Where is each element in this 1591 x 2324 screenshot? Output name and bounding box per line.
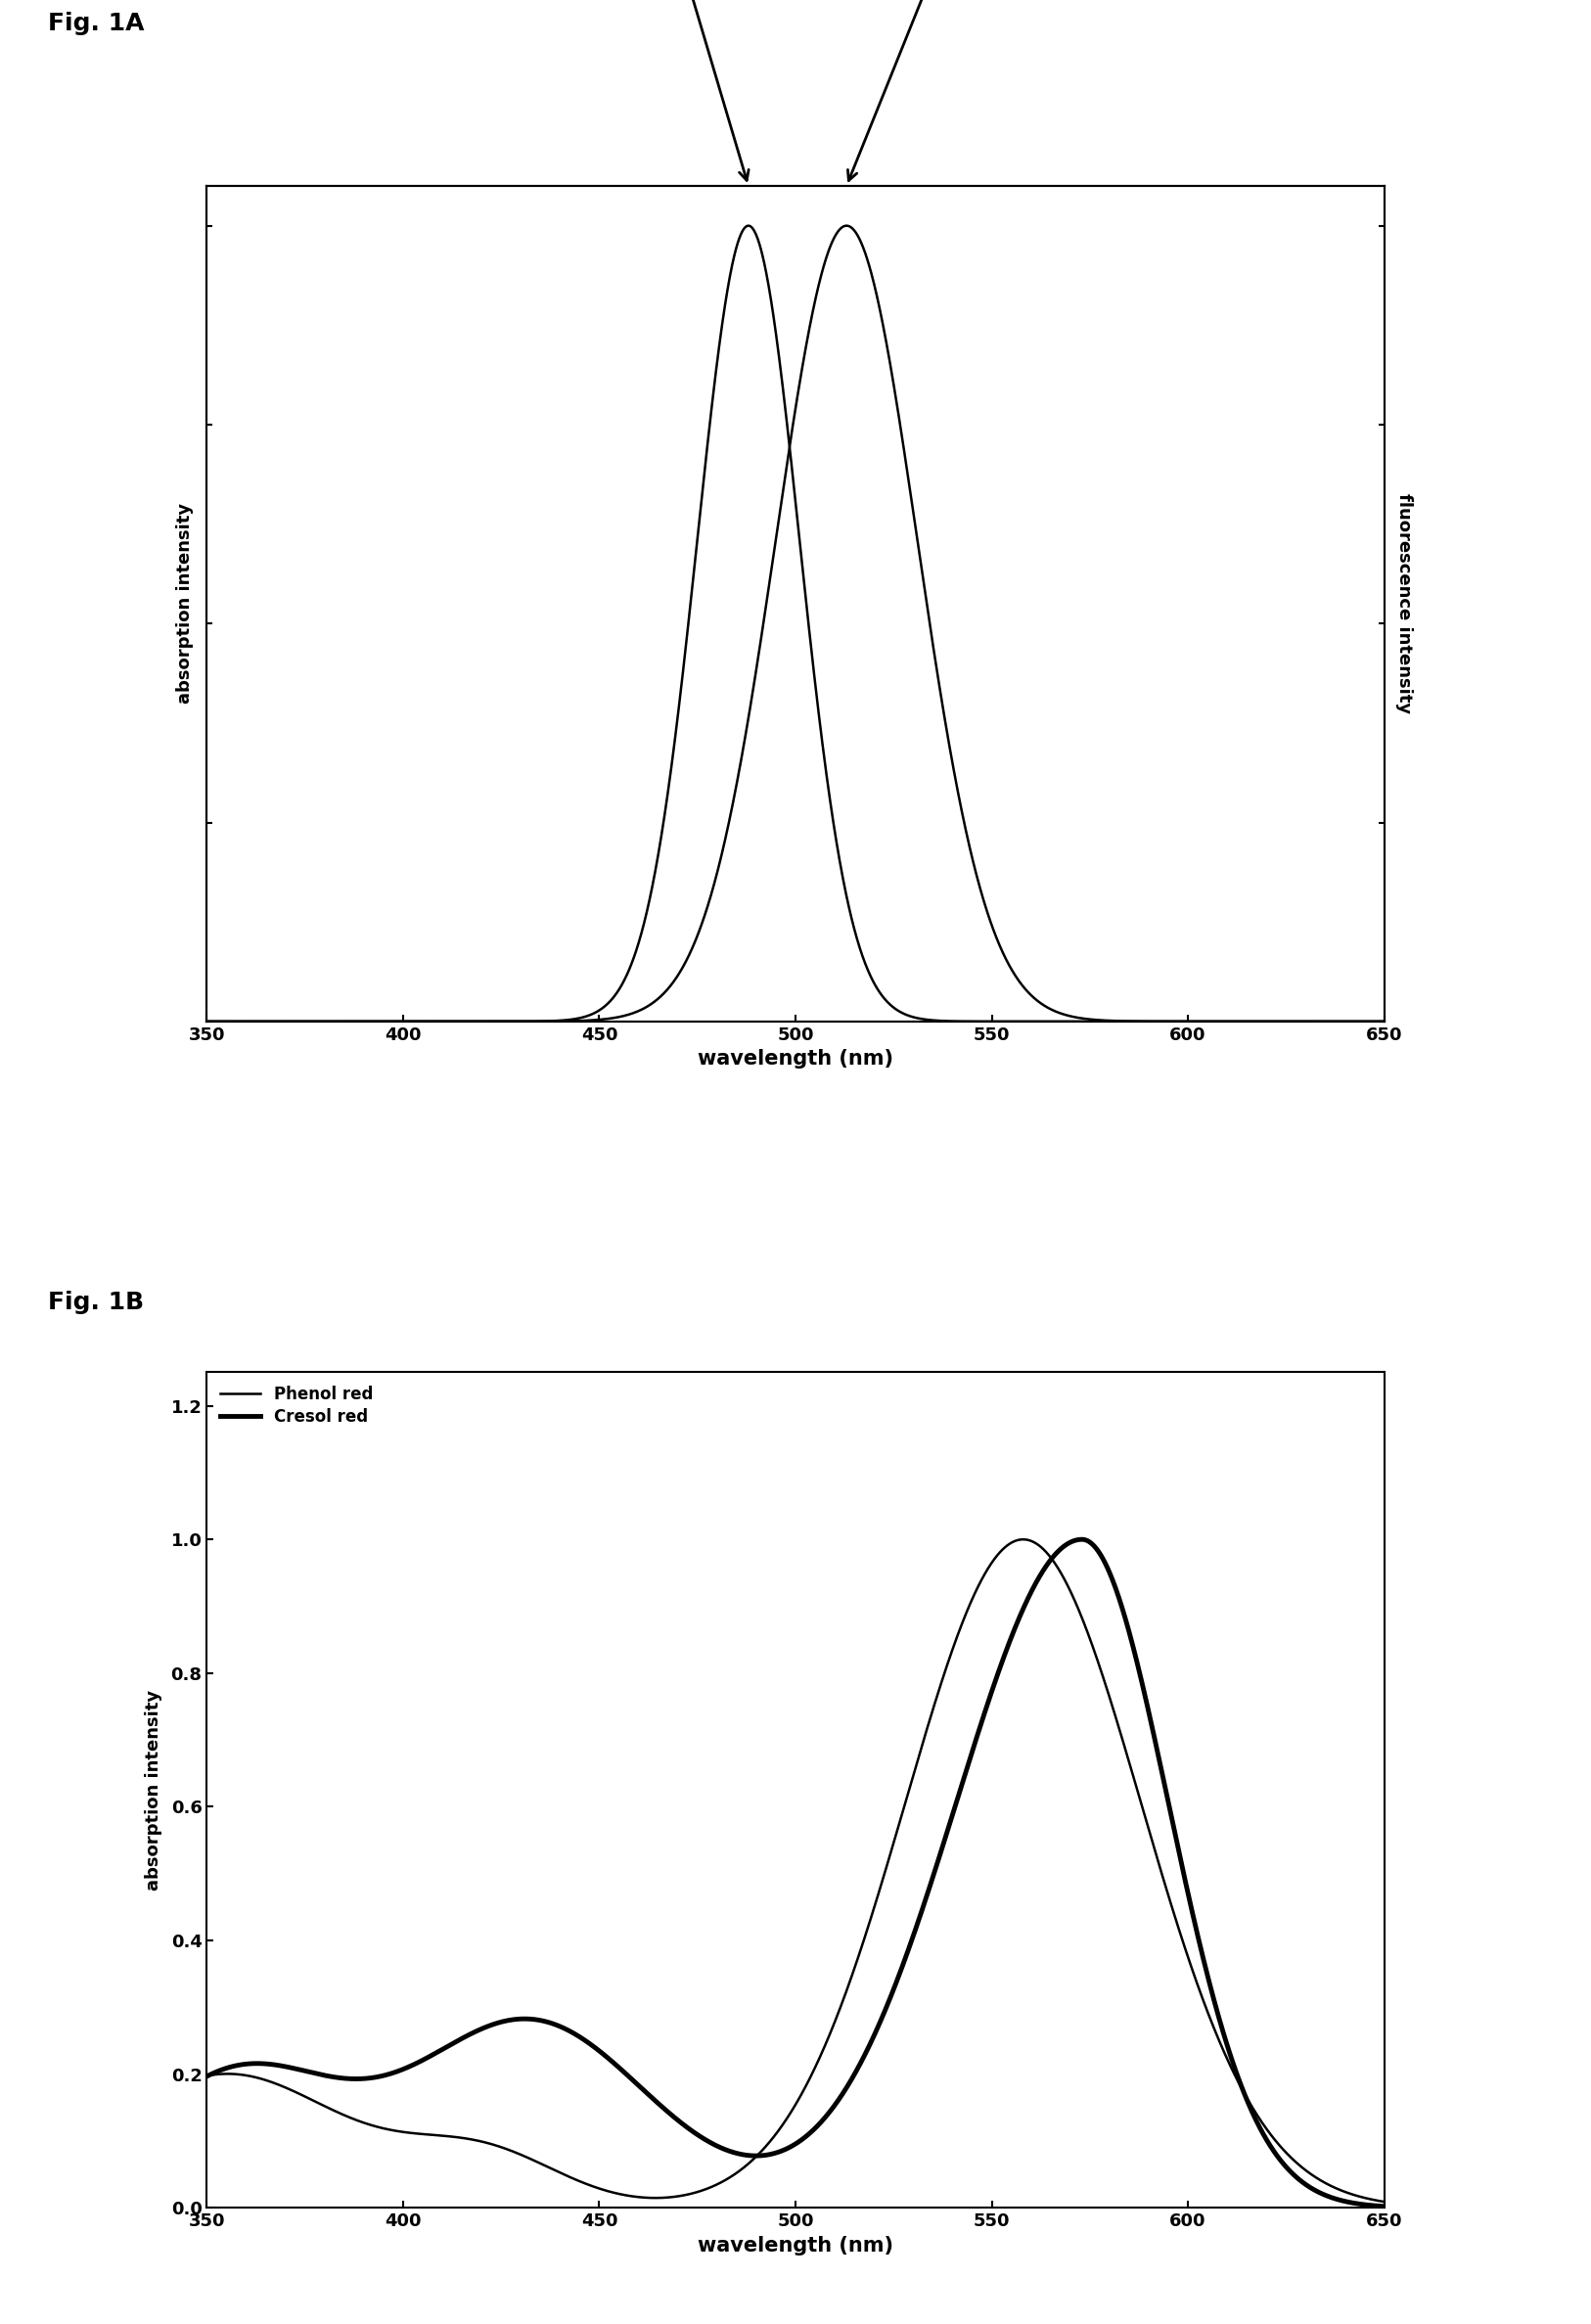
Line: Cresol red: Cresol red <box>207 1538 1384 2205</box>
Y-axis label: absorption intensity: absorption intensity <box>145 1690 162 1889</box>
Y-axis label: absorption intensity: absorption intensity <box>177 504 194 704</box>
Cresol red <box>197 2061 216 2089</box>
Text: Fig. 1B: Fig. 1B <box>48 1290 143 1313</box>
X-axis label: wavelength (nm): wavelength (nm) <box>697 1048 894 1069</box>
Cresol red <box>1375 2192 1394 2219</box>
Legend: Phenol red, Cresol red: Phenol red, Cresol red <box>215 1380 377 1429</box>
Cresol red <box>401 2052 420 2080</box>
Text: Fig. 1A: Fig. 1A <box>48 12 145 35</box>
X-axis label: wavelength (nm): wavelength (nm) <box>697 2236 894 2254</box>
Phenol red <box>1375 2187 1394 2215</box>
Phenol red <box>197 2061 216 2089</box>
Y-axis label: fluorescence intensity: fluorescence intensity <box>1395 493 1413 713</box>
Cresol red <box>1072 1525 1091 1552</box>
Phenol red <box>331 2101 350 2129</box>
Cresol red <box>331 2064 350 2092</box>
Cresol red <box>1225 2054 1244 2082</box>
Cresol red <box>700 2129 719 2157</box>
Phenol red <box>401 2119 420 2147</box>
Line: Phenol red: Phenol red <box>207 1538 1384 2201</box>
Phenol red <box>1013 1525 1033 1552</box>
Phenol red <box>1352 2182 1371 2210</box>
Phenol red <box>649 2185 668 2212</box>
Phenol red <box>700 2173 719 2201</box>
Text: fluorescence spectrum
of CFDA: fluorescence spectrum of CFDA <box>848 0 1101 181</box>
Text: excitation spectrum
of CFDA: excitation spectrum of CFDA <box>547 0 749 181</box>
Cresol red <box>1352 2189 1371 2217</box>
Phenol red <box>1225 2061 1244 2089</box>
Cresol red <box>649 2089 668 2117</box>
